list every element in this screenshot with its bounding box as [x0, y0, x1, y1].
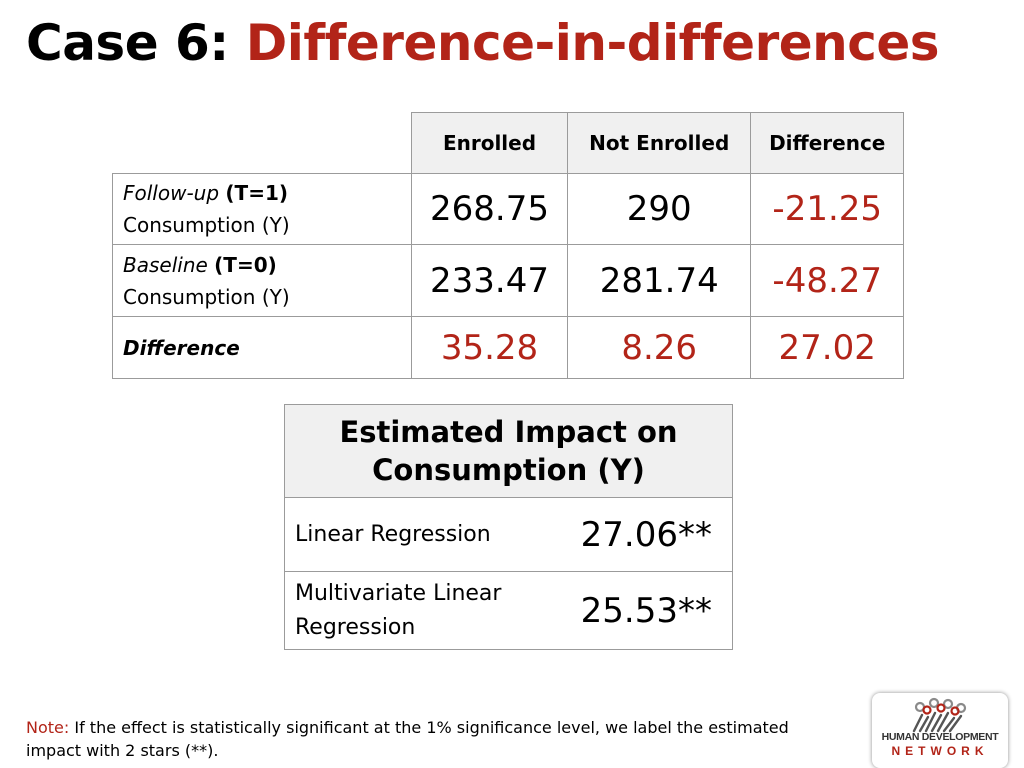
did-cell-enrolled: 268.75: [411, 173, 568, 245]
did-cell-not-enrolled: 290: [566, 173, 752, 245]
row-label-outcome: Consumption (Y): [123, 213, 290, 237]
did-table: Enrolled Not Enrolled Difference Follow-…: [112, 112, 904, 379]
did-row-label: Difference: [112, 316, 412, 379]
impact-label-line2: Regression: [295, 614, 416, 640]
footnote: Note: If the effect is statistically sig…: [26, 716, 816, 762]
title-accent: Difference-in-differences: [245, 14, 940, 72]
did-row-label: Baseline (T=0) Consumption (Y): [112, 244, 412, 317]
did-cell-enrolled: 35.28: [411, 316, 568, 379]
did-cell-not-enrolled: 281.74: [566, 244, 752, 317]
did-row-follow-up: Follow-up (T=1) Consumption (Y) 268.75 2…: [112, 173, 904, 245]
note-label: Note:: [26, 718, 70, 737]
did-header-difference: Difference: [750, 112, 904, 174]
did-cell-difference: -21.25: [750, 173, 904, 245]
hdn-logo: HUMAN DEVELOPMENT NETWORK: [872, 693, 1008, 768]
row-label-italic: Follow-up: [123, 181, 220, 205]
row-label-difference: Difference: [123, 335, 240, 360]
slide-title: Case 6: Difference-in-differences: [26, 14, 940, 72]
did-row-difference: Difference 35.28 8.26 27.02: [112, 316, 904, 379]
note-text: If the effect is statistically significa…: [26, 718, 789, 760]
impact-row-multivariate: Multivariate Linear Regression 25.53**: [284, 571, 734, 650]
did-cell-difference: 27.02: [750, 316, 904, 379]
row-label-italic: Baseline: [123, 252, 208, 277]
impact-value: 27.06**: [552, 497, 734, 572]
impact-label: Linear Regression: [284, 497, 553, 572]
did-cell-not-enrolled: 8.26: [566, 316, 752, 379]
logo-line1: HUMAN DEVELOPMENT: [881, 731, 999, 743]
logo-line2: NETWORK: [891, 744, 989, 758]
row-label-time: (T=0): [214, 252, 277, 277]
people-figures-icon: [912, 697, 967, 733]
title-prefix: Case 6:: [26, 14, 229, 72]
did-cell-difference: -48.27: [750, 244, 904, 317]
did-row-label: Follow-up (T=1) Consumption (Y): [112, 173, 412, 245]
impact-row-linear: Linear Regression 27.06**: [284, 497, 734, 572]
did-header-not-enrolled: Not Enrolled: [566, 112, 752, 174]
did-row-baseline: Baseline (T=0) Consumption (Y) 233.47 28…: [112, 244, 904, 317]
impact-label-line1: Multivariate Linear: [295, 580, 502, 606]
row-label-outcome: Consumption (Y): [123, 284, 290, 309]
impact-header: Estimated Impact on Consumption (Y): [284, 404, 733, 498]
impact-header-line1: Estimated Impact on: [339, 415, 678, 449]
impact-value: 25.53**: [552, 571, 734, 650]
impact-table: Estimated Impact on Consumption (Y) Line…: [284, 404, 734, 650]
did-cell-enrolled: 233.47: [411, 244, 568, 317]
impact-header-row: Estimated Impact on Consumption (Y): [284, 404, 733, 498]
did-corner-cell: [112, 112, 412, 174]
did-header-enrolled: Enrolled: [411, 112, 568, 174]
did-header-row: Enrolled Not Enrolled Difference: [112, 112, 904, 174]
row-label-time: (T=1): [225, 181, 289, 205]
impact-header-line2: Consumption (Y): [372, 453, 645, 487]
impact-label: Multivariate Linear Regression: [284, 571, 553, 650]
